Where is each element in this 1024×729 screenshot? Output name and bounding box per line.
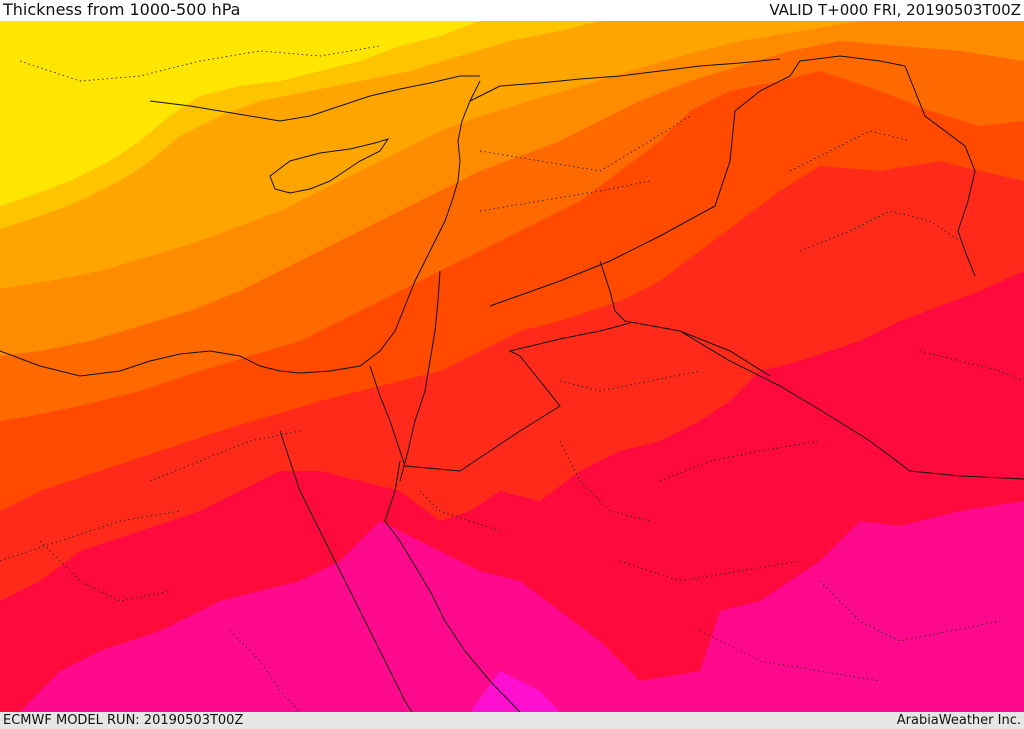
- border-jordan-saudi: [404, 322, 631, 472]
- admin-boundaries: [0, 45, 1024, 712]
- map-canvas: [0, 21, 1024, 712]
- coastline-mediterranean: [0, 80, 481, 377]
- thickness-band-1: [0, 21, 480, 206]
- valid-time-label: VALID T+000 FRI, 20190503T00Z: [769, 1, 1021, 19]
- border-syria-turkey: [469, 58, 781, 102]
- border-egypt-israel: [369, 365, 406, 467]
- credit-label: ArabiaWeather Inc.: [896, 713, 1021, 728]
- coastline-turkey: [149, 75, 480, 122]
- cyprus-outline: [269, 138, 390, 194]
- coastline-red-sea: [279, 430, 413, 712]
- border-syria-iraq: [489, 55, 906, 307]
- map-title: Thickness from 1000-500 hPa: [3, 0, 241, 19]
- border-jordan-iraq: [599, 260, 771, 377]
- border-iran: [904, 65, 976, 277]
- model-run-label: ECMWF MODEL RUN: 20190503T00Z: [3, 713, 244, 728]
- border-iraq-saudi: [679, 330, 1024, 480]
- thickness-map: [0, 21, 1024, 712]
- header-bar: Thickness from 1000-500 hPa VALID T+000 …: [0, 0, 1024, 21]
- border-jordan-valley: [399, 270, 441, 482]
- footer-bar: ECMWF MODEL RUN: 20190503T00Z ArabiaWeat…: [0, 712, 1024, 729]
- coastline-red-sea-east: [384, 460, 521, 712]
